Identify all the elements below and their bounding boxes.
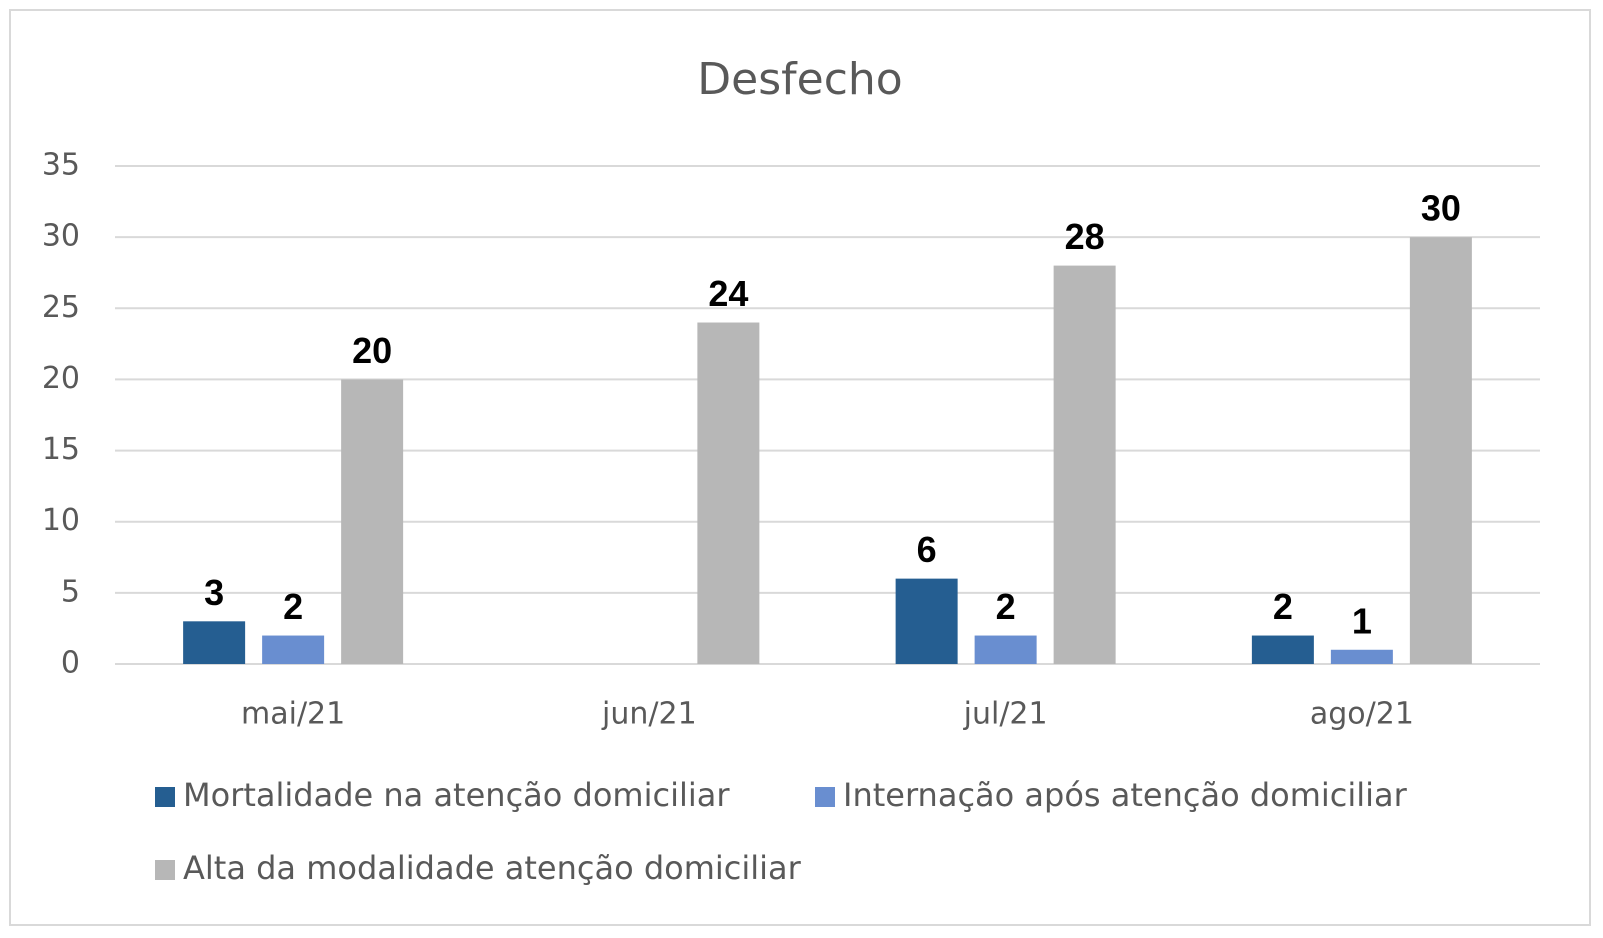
bar bbox=[341, 379, 404, 664]
data-label: 6 bbox=[917, 529, 937, 570]
chart-title: Desfecho bbox=[697, 54, 902, 105]
legend-label: Mortalidade na atenção domiciliar bbox=[183, 776, 730, 814]
bar bbox=[262, 635, 325, 664]
legend-swatch bbox=[815, 787, 835, 807]
x-tick-label: mai/21 bbox=[241, 697, 345, 732]
data-label: 24 bbox=[708, 273, 748, 314]
bar bbox=[1053, 265, 1116, 664]
bar bbox=[1251, 635, 1314, 664]
y-tick-label: 15 bbox=[42, 432, 80, 467]
data-label: 3 bbox=[204, 572, 224, 613]
data-label: 28 bbox=[1065, 216, 1105, 257]
y-tick-label: 10 bbox=[42, 503, 80, 538]
chart-frame bbox=[9, 9, 1591, 926]
data-label: 30 bbox=[1421, 188, 1461, 229]
x-tick-label: jun/21 bbox=[601, 697, 697, 732]
bar bbox=[1330, 649, 1393, 664]
y-tick-label: 20 bbox=[42, 361, 80, 396]
bar bbox=[1409, 237, 1472, 664]
legend-swatch bbox=[155, 787, 175, 807]
data-label: 20 bbox=[352, 330, 392, 371]
x-tick-label: jul/21 bbox=[963, 697, 1048, 732]
y-tick-label: 5 bbox=[61, 574, 80, 609]
data-label: 2 bbox=[1273, 586, 1293, 627]
data-label: 1 bbox=[1352, 600, 1372, 641]
bar bbox=[895, 578, 958, 664]
data-label: 2 bbox=[996, 586, 1016, 627]
y-tick-label: 25 bbox=[42, 290, 80, 325]
y-tick-label: 30 bbox=[42, 219, 80, 254]
legend-swatch bbox=[155, 860, 175, 880]
x-tick-label: ago/21 bbox=[1310, 697, 1414, 732]
legend-label: Alta da modalidade atenção domiciliar bbox=[183, 849, 802, 887]
y-tick-label: 0 bbox=[61, 646, 80, 681]
bar bbox=[974, 635, 1037, 664]
y-tick-label: 35 bbox=[42, 148, 80, 183]
bar bbox=[697, 322, 760, 664]
legend-label: Internação após atenção domiciliar bbox=[843, 776, 1408, 814]
data-label: 2 bbox=[283, 586, 303, 627]
bar bbox=[183, 621, 246, 664]
